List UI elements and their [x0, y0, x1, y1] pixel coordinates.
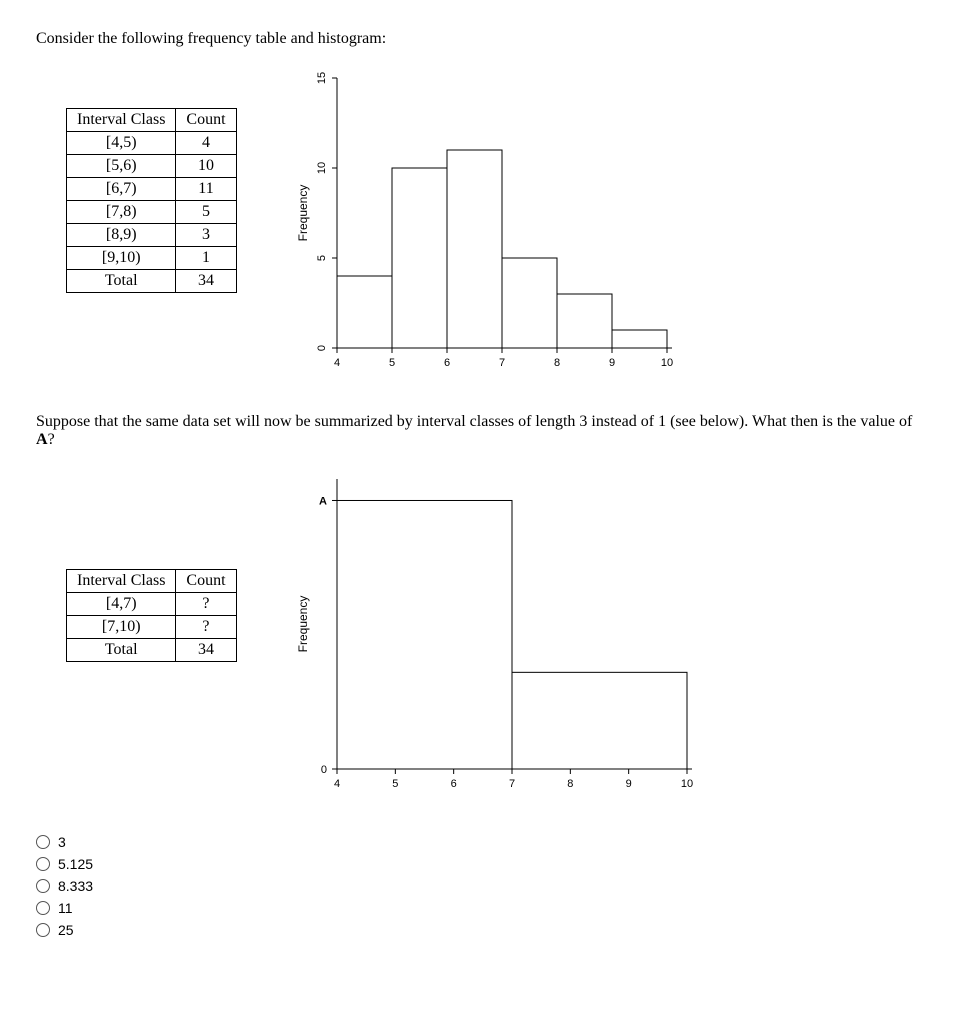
option-label: 11 [58, 900, 73, 916]
x-tick-label: 10 [660, 357, 672, 369]
x-tick-label: 6 [443, 357, 449, 369]
x-tick-label: 4 [333, 778, 339, 790]
table-cell: 1 [176, 247, 236, 270]
y-tick-label: 15 [316, 72, 328, 84]
answer-option[interactable]: 3 [36, 834, 919, 850]
table-cell: [5,6) [67, 155, 176, 178]
y-tick-label: 10 [316, 162, 328, 174]
option-label: 25 [58, 922, 74, 938]
x-tick-label: 8 [567, 778, 573, 790]
table-cell: [4,7) [67, 593, 176, 616]
table-row: [5,6)10 [67, 155, 237, 178]
table-row: [7,8)5 [67, 201, 237, 224]
frequency-table-1: Interval ClassCount[4,5)4[5,6)10[6,7)11[… [66, 108, 237, 293]
answer-option[interactable]: 8.333 [36, 878, 919, 894]
option-label: 8.333 [58, 878, 93, 894]
x-tick-label: 5 [392, 778, 398, 790]
table-cell: [9,10) [67, 247, 176, 270]
x-tick-label: 7 [498, 357, 504, 369]
table-cell: [8,9) [67, 224, 176, 247]
mid-text: Suppose that the same data set will now … [36, 413, 919, 449]
radio-icon[interactable] [36, 901, 50, 915]
table-cell: Total [67, 270, 176, 293]
x-tick-label: 9 [625, 778, 631, 790]
histogram-bar [337, 500, 512, 769]
x-tick-label: 10 [680, 778, 692, 790]
table-cell: 34 [176, 270, 236, 293]
option-label: 3 [58, 834, 66, 850]
table-row: [4,5)4 [67, 132, 237, 155]
table-cell: ? [176, 616, 236, 639]
histogram-bar [392, 168, 447, 348]
table-cell: [7,8) [67, 201, 176, 224]
answer-option[interactable]: 25 [36, 922, 919, 938]
table-row: [4,7)? [67, 593, 237, 616]
x-tick-label: 4 [333, 357, 339, 369]
x-tick-label: 7 [508, 778, 514, 790]
frequency-table-2: Interval ClassCount[4,7)?[7,10)?Total34 [66, 569, 237, 662]
table-header: Count [176, 570, 236, 593]
x-tick-label: 5 [388, 357, 394, 369]
table-cell: ? [176, 593, 236, 616]
histogram-bar [337, 276, 392, 348]
table-cell: [7,10) [67, 616, 176, 639]
table-cell: 5 [176, 201, 236, 224]
x-tick-label: 9 [608, 357, 614, 369]
table-cell: [4,5) [67, 132, 176, 155]
table-row: Total34 [67, 639, 237, 662]
radio-icon[interactable] [36, 835, 50, 849]
table-cell: 4 [176, 132, 236, 155]
section-1: Interval ClassCount[4,5)4[5,6)10[6,7)11[… [66, 68, 919, 383]
table-row: [7,10)? [67, 616, 237, 639]
table-cell: 3 [176, 224, 236, 247]
table-header: Count [176, 109, 236, 132]
histogram-bar [447, 150, 502, 348]
table-cell: 34 [176, 639, 236, 662]
answer-option[interactable]: 11 [36, 900, 919, 916]
table-cell: [6,7) [67, 178, 176, 201]
option-label: 5.125 [58, 856, 93, 872]
histogram-bar [512, 672, 687, 769]
y-axis-label: Frequency [296, 596, 310, 653]
x-tick-label: 8 [553, 357, 559, 369]
table-cell: 10 [176, 155, 236, 178]
intro-text: Consider the following frequency table a… [36, 30, 919, 48]
table-row: Total34 [67, 270, 237, 293]
table-row: [6,7)11 [67, 178, 237, 201]
histogram-bar [612, 330, 667, 348]
answer-option[interactable]: 5.125 [36, 856, 919, 872]
y-tick-label: 0 [316, 345, 328, 351]
radio-icon[interactable] [36, 879, 50, 893]
radio-icon[interactable] [36, 857, 50, 871]
table-cell: 11 [176, 178, 236, 201]
y-tick-label: 5 [316, 255, 328, 261]
answer-options: 3 5.125 8.333 11 25 [36, 834, 919, 938]
section-2: Interval ClassCount[4,7)?[7,10)?Total34 … [66, 469, 919, 804]
histogram-bar [502, 258, 557, 348]
bold-A: A [36, 431, 48, 448]
table-row: [9,10)1 [67, 247, 237, 270]
table-cell: Total [67, 639, 176, 662]
y-tick-label: A [319, 495, 327, 507]
table-header: Interval Class [67, 109, 176, 132]
y-tick-label: 0 [320, 764, 326, 776]
histogram-2: 0 A 4 5 6 7 8 9 10 Frequency [277, 469, 697, 804]
histogram-1: 0 5 10 15 4 5 6 7 8 9 10 Frequency [277, 68, 677, 383]
table-row: [8,9)3 [67, 224, 237, 247]
radio-icon[interactable] [36, 923, 50, 937]
y-axis-label: Frequency [296, 185, 310, 242]
histogram-bar [557, 294, 612, 348]
x-tick-label: 6 [450, 778, 456, 790]
table-header: Interval Class [67, 570, 176, 593]
